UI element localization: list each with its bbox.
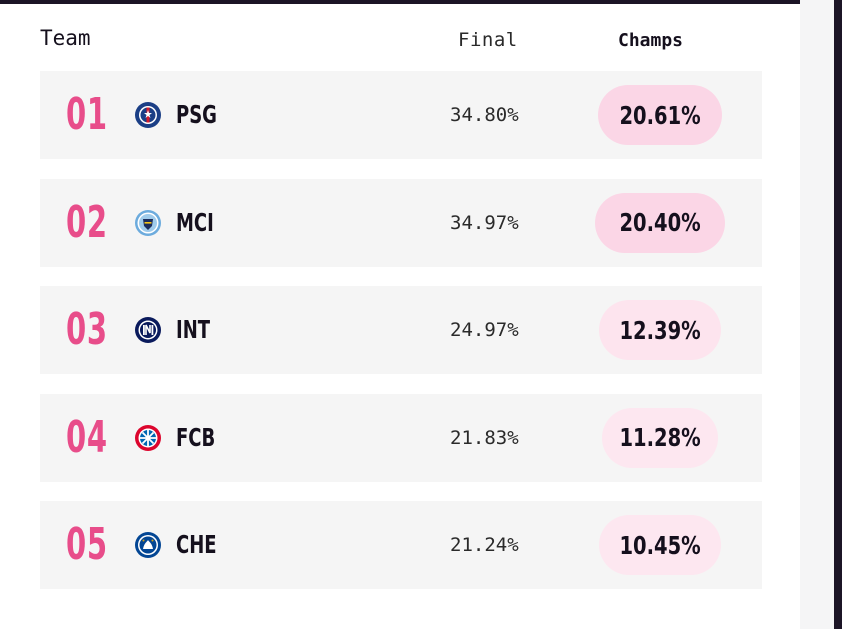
champs-probability: 10.45% — [619, 530, 701, 560]
team-code: CHE — [176, 530, 217, 559]
column-header-champs: Champs — [618, 30, 684, 51]
rank-number: 01 — [66, 89, 108, 140]
table-row[interactable]: 02 MCI 34.97% 20.40% — [40, 178, 762, 267]
champs-probability: 20.40% — [619, 208, 701, 237]
table-header: Team Final Champs — [40, 26, 762, 56]
right-gutter — [800, 0, 834, 629]
champs-probability-pill: 12.39% — [599, 300, 721, 360]
inter-crest-icon — [135, 317, 161, 343]
final-probability: 21.24% — [450, 534, 519, 556]
rank-number: 02 — [66, 196, 108, 248]
top-border — [0, 0, 800, 4]
champs-probability-pill: 11.28% — [602, 407, 718, 468]
champs-probability-pill: 20.40% — [595, 192, 725, 253]
man-city-crest-icon — [135, 209, 161, 236]
champs-probability: 12.39% — [619, 315, 701, 345]
standings-table: 01 PSG 34.80% 20.61% 02 MCI 34.97% 20.40… — [40, 71, 762, 609]
team-code: MCI — [176, 207, 214, 237]
table-row[interactable]: 04 FCB 21.83% 11.28% — [40, 393, 762, 482]
champs-probability: 11.28% — [619, 423, 701, 452]
final-probability: 24.97% — [450, 319, 519, 341]
column-header-team: Team — [40, 26, 91, 50]
table-row[interactable]: 03 INT 24.97% 12.39% — [40, 286, 762, 374]
team-code: INT — [176, 315, 211, 344]
chelsea-crest-icon — [135, 532, 161, 558]
champs-probability-pill: 10.45% — [599, 515, 721, 575]
final-probability: 34.97% — [450, 211, 519, 234]
window-edge — [834, 0, 842, 629]
champs-probability-pill: 20.61% — [598, 85, 722, 145]
column-header-final: Final — [458, 29, 518, 51]
bayern-crest-icon — [135, 424, 161, 451]
final-probability: 34.80% — [450, 104, 519, 126]
rank-number: 05 — [66, 519, 108, 570]
team-code: PSG — [176, 100, 217, 129]
table-row[interactable]: 05 CHE 21.24% 10.45% — [40, 501, 762, 589]
rank-number: 04 — [66, 411, 108, 463]
psg-crest-icon — [135, 102, 161, 128]
team-code: FCB — [176, 422, 216, 452]
champs-probability: 20.61% — [619, 100, 701, 130]
rank-number: 03 — [66, 304, 108, 355]
table-row[interactable]: 01 PSG 34.80% 20.61% — [40, 71, 762, 159]
final-probability: 21.83% — [450, 426, 519, 449]
